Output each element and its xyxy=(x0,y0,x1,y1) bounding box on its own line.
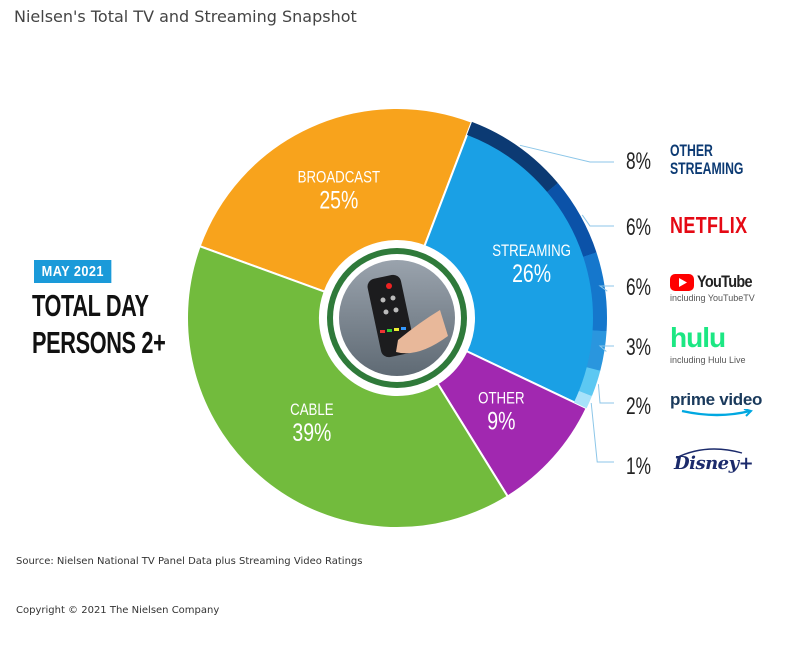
legend-pct: 3% xyxy=(626,334,651,361)
ring-segment-3 xyxy=(586,330,607,371)
youtube-wordmark: YouTube xyxy=(697,272,753,291)
ring-segment-5 xyxy=(573,390,592,409)
disney-arc-icon xyxy=(675,448,743,459)
slice-label-streaming: STREAMING xyxy=(492,242,571,261)
remote-icon xyxy=(367,274,448,358)
youtube-play-icon xyxy=(670,274,694,291)
heading-total-day: TOTAL DAY xyxy=(32,288,149,323)
ring-segment-1 xyxy=(547,183,597,257)
date-badge: MAY 2021 xyxy=(34,260,112,283)
hulu-sub: including Hulu Live xyxy=(670,355,746,365)
leader-line-3 xyxy=(598,345,614,352)
slice-label-cable: CABLE xyxy=(290,400,333,419)
center-photo xyxy=(321,242,473,394)
ring-segment-0 xyxy=(466,121,558,193)
slice-broadcast xyxy=(198,107,474,293)
leader-line-4 xyxy=(597,384,614,404)
slice-value-broadcast: 25% xyxy=(319,186,358,214)
legend-pct: 6% xyxy=(626,214,651,241)
legend-pct: 6% xyxy=(626,274,651,301)
prime-video-wordmark: prime video xyxy=(670,390,763,409)
slice-label-broadcast: BROADCAST xyxy=(298,168,380,187)
youtube-sub: including YouTubeTV xyxy=(670,293,755,303)
other-streaming-wordmark: OTHER STREAMING xyxy=(670,141,744,178)
leader-line-2 xyxy=(598,285,614,292)
leader-line-5 xyxy=(590,402,614,463)
legend-pct: 2% xyxy=(626,393,651,420)
slice-label-other: OTHER xyxy=(478,389,524,408)
slice-value-other: 9% xyxy=(487,407,515,435)
ring-segment-4 xyxy=(578,367,601,397)
disney-wordmark: Disney+ xyxy=(674,453,754,474)
leader-line-1 xyxy=(581,214,614,227)
ring-segment-2 xyxy=(583,252,607,332)
copyright-note: Copyright © 2021 The Nielsen Company xyxy=(16,605,220,616)
leader-line-0 xyxy=(519,144,614,163)
netflix-wordmark: NETFLIX xyxy=(670,212,748,238)
hulu-wordmark: hulu xyxy=(670,322,726,353)
page-title: Nielsen's Total TV and Streaming Snapsho… xyxy=(14,7,357,26)
slice-value-streaming: 26% xyxy=(512,260,551,288)
legend-pct: 1% xyxy=(626,453,651,480)
legend-pct: 8% xyxy=(626,148,651,175)
heading-persons: PERSONS 2+ xyxy=(32,325,166,360)
slice-cable xyxy=(186,244,510,529)
prime-smile-icon xyxy=(681,409,753,417)
slice-value-cable: 39% xyxy=(292,418,331,446)
source-note: Source: Nielsen National TV Panel Data p… xyxy=(16,556,363,567)
